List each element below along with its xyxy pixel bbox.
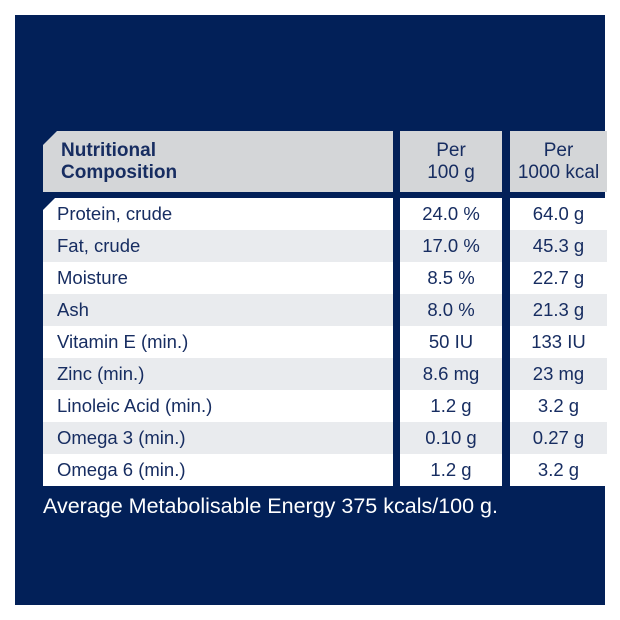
header-per-1000kcal: Per 1000 kcal	[510, 131, 607, 192]
row-per-100g-value: 8.6 mg	[400, 358, 502, 390]
row-per-100g-value: 0.10 g	[400, 422, 502, 454]
table-row: Omega 3 (min.) 0.10 g 0.27 g	[43, 422, 607, 454]
row-per-1000kcal-value: 64.0 g	[510, 198, 607, 230]
navy-panel: Nutritional Composition Per 100 g Per 10…	[15, 15, 607, 605]
row-per-100g-value: 17.0 %	[400, 230, 502, 262]
table-row: Omega 6 (min.) 1.2 g 3.2 g	[43, 454, 607, 486]
table-row: Vitamin E (min.) 50 IU 133 IU	[43, 326, 607, 358]
row-per-1000kcal-value: 133 IU	[510, 326, 607, 358]
header-per-100g: Per 100 g	[400, 131, 502, 192]
row-label: Linoleic Acid (min.)	[43, 390, 393, 422]
row-label: Fat, crude	[43, 230, 393, 262]
nutrition-table: Nutritional Composition Per 100 g Per 10…	[43, 131, 607, 486]
table-row: Ash 8.0 % 21.3 g	[43, 294, 607, 326]
row-label: Moisture	[43, 262, 393, 294]
header-nutritional-composition: Nutritional Composition	[43, 131, 393, 192]
table-header-row: Nutritional Composition Per 100 g Per 10…	[43, 131, 607, 192]
row-per-100g-value: 8.0 %	[400, 294, 502, 326]
table-row: Protein, crude 24.0 % 64.0 g	[43, 198, 607, 230]
row-label: Ash	[43, 294, 393, 326]
table-row: Moisture 8.5 % 22.7 g	[43, 262, 607, 294]
row-per-1000kcal-value: 3.2 g	[510, 390, 607, 422]
row-per-1000kcal-value: 22.7 g	[510, 262, 607, 294]
row-per-1000kcal-value: 23 mg	[510, 358, 607, 390]
row-per-100g-value: 50 IU	[400, 326, 502, 358]
row-per-100g-value: 24.0 %	[400, 198, 502, 230]
table-row: Zinc (min.) 8.6 mg 23 mg	[43, 358, 607, 390]
table-row: Linoleic Acid (min.) 1.2 g 3.2 g	[43, 390, 607, 422]
row-label: Zinc (min.)	[43, 358, 393, 390]
row-per-1000kcal-value: 21.3 g	[510, 294, 607, 326]
row-label: Vitamin E (min.)	[43, 326, 393, 358]
average-metabolisable-energy-note: Average Metabolisable Energy 375 kcals/1…	[43, 494, 498, 518]
row-per-100g-value: 1.2 g	[400, 390, 502, 422]
row-per-1000kcal-value: 0.27 g	[510, 422, 607, 454]
row-label: Omega 3 (min.)	[43, 422, 393, 454]
table-body: Protein, crude 24.0 % 64.0 g Fat, crude …	[43, 198, 607, 486]
row-per-100g-value: 8.5 %	[400, 262, 502, 294]
row-per-1000kcal-value: 3.2 g	[510, 454, 607, 486]
row-label: Protein, crude	[43, 198, 393, 230]
row-per-100g-value: 1.2 g	[400, 454, 502, 486]
row-label: Omega 6 (min.)	[43, 454, 393, 486]
table-row: Fat, crude 17.0 % 45.3 g	[43, 230, 607, 262]
row-per-1000kcal-value: 45.3 g	[510, 230, 607, 262]
